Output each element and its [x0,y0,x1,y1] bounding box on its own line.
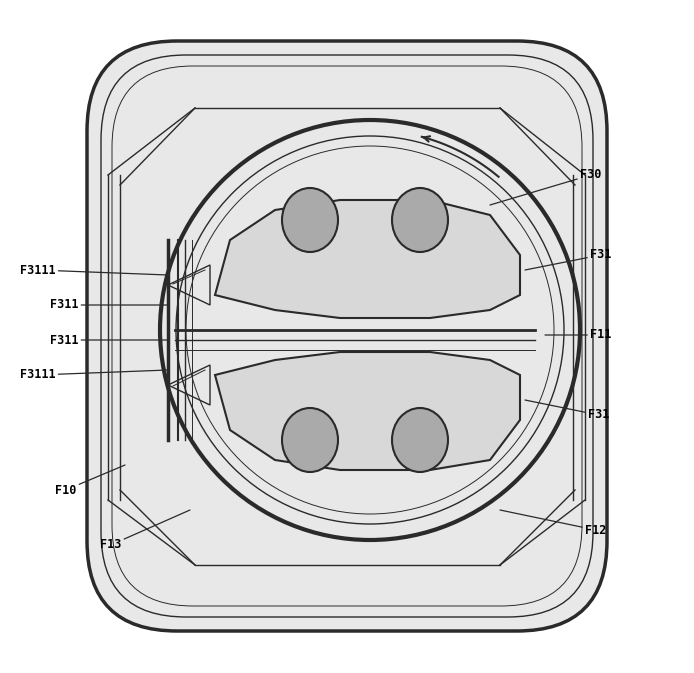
FancyBboxPatch shape [87,41,607,631]
Text: F311: F311 [50,299,168,312]
Text: F10: F10 [55,465,125,497]
Text: F3111: F3111 [20,264,168,277]
Ellipse shape [282,408,338,472]
Ellipse shape [392,408,448,472]
Text: F12: F12 [500,510,607,536]
Text: F11: F11 [545,328,611,341]
Text: F31: F31 [525,400,609,421]
Text: F311: F311 [50,334,168,347]
Ellipse shape [282,188,338,252]
Text: F13: F13 [100,510,190,551]
Ellipse shape [392,188,448,252]
Text: F31: F31 [525,248,611,270]
Text: F3111: F3111 [20,369,168,382]
Text: F30: F30 [490,168,602,205]
Polygon shape [215,200,520,318]
Polygon shape [215,352,520,470]
